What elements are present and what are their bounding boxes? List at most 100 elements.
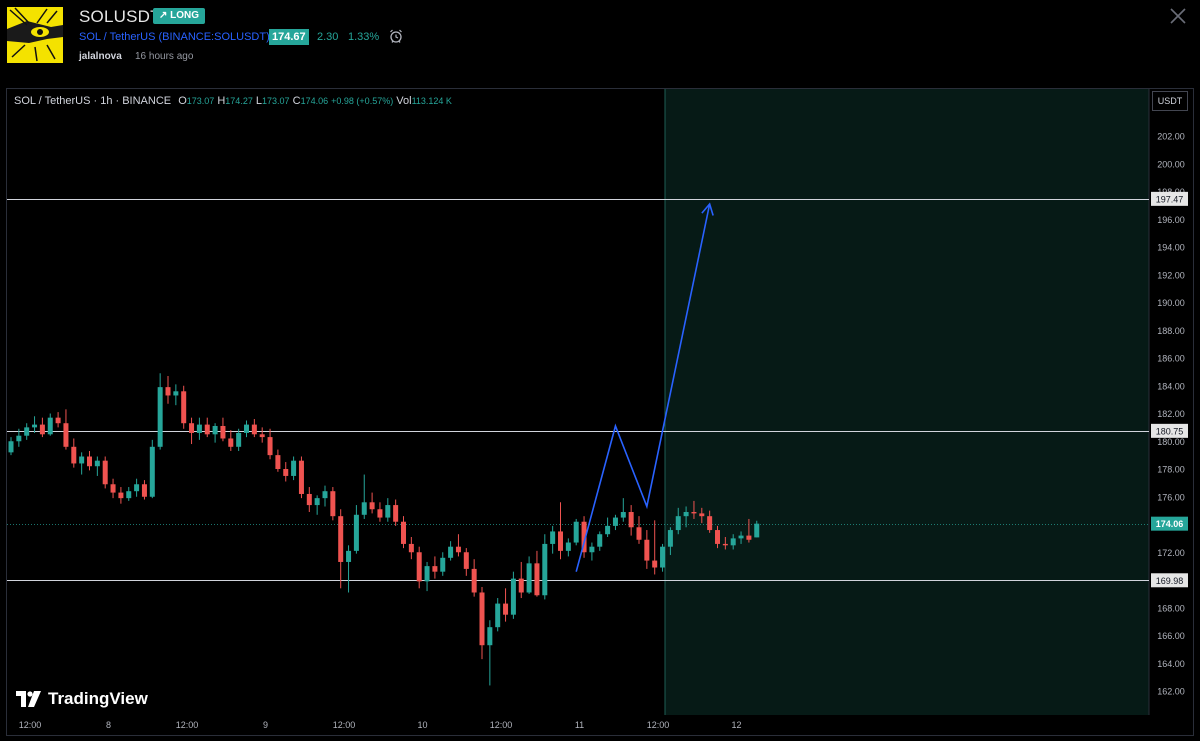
- candle-body: [628, 512, 634, 528]
- candle-body: [338, 516, 344, 562]
- publish-time: 16 hours ago: [135, 51, 194, 62]
- x-axis-tick-label: 8: [106, 720, 111, 730]
- idea-title: SOLUSDT: [79, 7, 161, 26]
- candle-body: [479, 592, 485, 646]
- chart-legend: SOL / TetherUS · 1h · BINANCE O173.07 H1…: [14, 95, 452, 107]
- candle: [87, 450, 92, 471]
- candle-body: [644, 539, 650, 561]
- candle-body: [189, 423, 195, 433]
- chart-frame[interactable]: [6, 88, 1194, 736]
- candle-body: [401, 521, 406, 544]
- y-axis-tick-label: 162.00: [1157, 687, 1185, 697]
- candle-body: [47, 417, 53, 435]
- author-avatar[interactable]: [7, 7, 63, 63]
- candle-body: [738, 535, 744, 539]
- candle-body: [8, 441, 14, 453]
- candle: [220, 417, 226, 442]
- legend-high-label: H: [217, 95, 226, 107]
- candle: [32, 416, 38, 433]
- candle-body: [126, 491, 132, 499]
- candle-body: [346, 550, 352, 562]
- candle-body: [605, 525, 611, 535]
- idea-header: SOLUSDT ↗ LONG SOL / TetherUS (BINANCE:S…: [0, 0, 1200, 88]
- y-axis-tick-label: 196.00: [1157, 215, 1185, 225]
- candle-body: [683, 512, 689, 517]
- candle: [707, 510, 713, 533]
- legend-close-label: C: [292, 95, 301, 107]
- candle-body: [244, 424, 249, 433]
- candle: [204, 417, 210, 438]
- candle: [754, 520, 760, 538]
- candle: [408, 536, 414, 560]
- price-change-percent: 1.33%: [348, 31, 380, 43]
- candle-body: [24, 427, 30, 436]
- candle: [126, 487, 132, 501]
- candle: [675, 507, 681, 535]
- candle-body: [503, 603, 509, 615]
- candle: [353, 505, 359, 554]
- candle: [55, 412, 61, 428]
- candle: [550, 525, 556, 554]
- symbol-exchange[interactable]: (BINANCE:SOLUSDT): [158, 31, 270, 43]
- candle: [63, 409, 69, 450]
- candle-body: [369, 502, 375, 510]
- candle-body: [87, 456, 92, 467]
- candle: [165, 376, 171, 404]
- candle: [573, 518, 579, 546]
- candle-body: [746, 535, 752, 540]
- candle-body: [393, 505, 399, 522]
- level-price-label: 180.75: [1156, 426, 1184, 436]
- candle: [291, 456, 297, 481]
- candle: [558, 502, 563, 560]
- candle-body: [542, 543, 548, 596]
- candle-body: [102, 460, 108, 485]
- legend-open-label: O: [178, 95, 187, 107]
- candle-body: [424, 566, 430, 582]
- symbol-name[interactable]: SOL / TetherUS: [79, 31, 156, 43]
- projection-path: [575, 203, 711, 572]
- candle-body: [730, 538, 736, 546]
- avatar-art-icon: [7, 7, 63, 63]
- candle: [385, 498, 391, 522]
- author-name[interactable]: jalalnova: [79, 51, 122, 62]
- candle-body: [63, 423, 69, 447]
- level-price-label-bg: [1151, 191, 1188, 206]
- candle: [495, 598, 501, 632]
- candle-body: [699, 513, 705, 517]
- candle: [330, 487, 336, 521]
- candle: [94, 456, 100, 476]
- last-price-label-bg: [1151, 516, 1188, 531]
- candle: [691, 500, 697, 519]
- candle: [565, 538, 571, 557]
- alarm-clock-icon[interactable]: [388, 28, 404, 44]
- candle: [322, 485, 328, 507]
- y-axis-tick-label: 186.00: [1157, 354, 1185, 364]
- candle-body: [275, 455, 281, 469]
- symbol-link[interactable]: SOL / TetherUS (BINANCE:SOLUSDT): [79, 31, 270, 43]
- candle-body: [620, 512, 626, 518]
- candle-body: [660, 546, 666, 568]
- candle-body: [212, 425, 218, 435]
- candle-body: [32, 424, 38, 428]
- close-icon[interactable]: [1168, 6, 1188, 26]
- candle-body: [518, 578, 524, 593]
- y-axis-tick-label: 194.00: [1157, 243, 1185, 253]
- currency-unit-button[interactable]: USDT: [1152, 91, 1188, 111]
- candle-body: [228, 438, 234, 447]
- candle-body: [416, 552, 422, 582]
- legend-low-label: L: [255, 95, 263, 107]
- y-axis-tick-label: 168.00: [1157, 603, 1185, 613]
- candle: [181, 385, 187, 429]
- candle: [526, 556, 532, 594]
- y-axis-tick-label: 172.00: [1157, 548, 1185, 558]
- candle: [79, 452, 85, 475]
- x-axis-tick-label: 12:00: [647, 720, 670, 730]
- candle-body: [220, 425, 226, 439]
- candle: [157, 373, 163, 450]
- long-badge: ↗ LONG: [153, 8, 206, 24]
- tradingview-logo[interactable]: TradingView: [16, 689, 148, 709]
- candle-body: [495, 603, 501, 628]
- candle: [652, 520, 658, 575]
- x-axis-tick-label: 12:00: [176, 720, 199, 730]
